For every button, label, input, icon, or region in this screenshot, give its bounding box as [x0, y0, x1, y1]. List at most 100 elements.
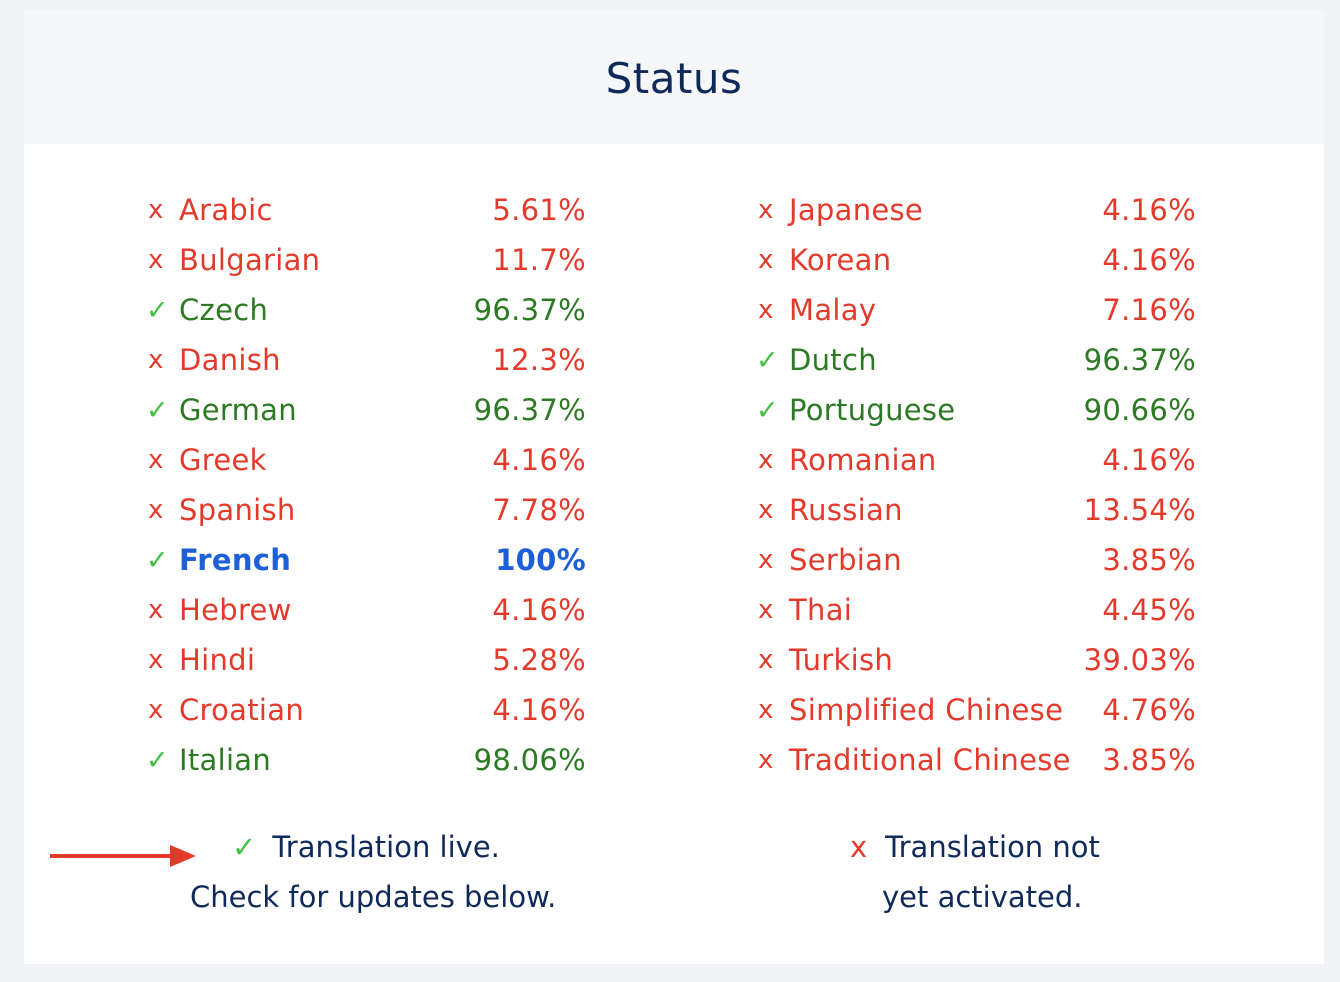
language-name: Traditional Chinese — [789, 743, 1071, 777]
language-percent: 3.85% — [1102, 543, 1196, 577]
legend-inactive-line1: x Translation not — [850, 830, 1100, 864]
language-percent: 5.28% — [492, 643, 586, 677]
language-percent: 7.16% — [1102, 293, 1196, 327]
language-name: Thai — [789, 593, 853, 627]
cross-icon: x — [758, 295, 774, 325]
language-percent: 12.3% — [492, 343, 586, 377]
language-row: x Hindi 5.28% — [146, 635, 586, 685]
language-row: x Japanese 4.16% — [756, 185, 1196, 235]
language-name: Spanish — [179, 493, 296, 527]
language-row: x Traditional Chinese 3.85% — [756, 735, 1196, 785]
cross-icon: x — [758, 645, 774, 675]
language-percent: 4.16% — [492, 443, 586, 477]
cross-icon: x — [148, 595, 164, 625]
legend-live-line1: ✓ Translation live. — [232, 830, 500, 864]
language-column-left: x Arabic 5.61% x Bulgarian 11.7% ✓ Czech 96.37% x… — [146, 185, 586, 785]
language-column-right: x Japanese 4.16% x Korean 4.16% x Malay 7.16% ✓ Du… — [756, 185, 1196, 785]
cross-icon: x — [148, 245, 164, 275]
language-row: x Thai 4.45% — [756, 585, 1196, 635]
language-percent: 98.06% — [473, 743, 586, 777]
language-row: x Bulgarian 11.7% — [146, 235, 586, 285]
cross-icon: x — [758, 445, 774, 475]
language-name: Portuguese — [789, 393, 956, 427]
language-percent: 4.76% — [1102, 693, 1196, 727]
language-row: ✓ French 100% — [146, 535, 586, 585]
language-percent: 4.16% — [492, 693, 586, 727]
language-percent: 4.16% — [1102, 443, 1196, 477]
language-percent: 90.66% — [1083, 393, 1196, 427]
cross-icon: x — [758, 595, 774, 625]
language-name: French — [179, 543, 292, 577]
language-row: ✓ Dutch 96.37% — [756, 335, 1196, 385]
language-percent: 96.37% — [473, 393, 586, 427]
language-row: x Danish 12.3% — [146, 335, 586, 385]
language-percent: 4.16% — [1102, 193, 1196, 227]
language-percent: 96.37% — [1083, 343, 1196, 377]
check-icon: ✓ — [756, 394, 779, 426]
language-name: Romanian — [789, 443, 937, 477]
cross-icon: x — [758, 495, 774, 525]
language-row: x Romanian 4.16% — [756, 435, 1196, 485]
language-name: Malay — [789, 293, 877, 327]
language-row: x Simplified Chinese 4.76% — [756, 685, 1196, 735]
language-name: Hindi — [179, 643, 256, 677]
language-percent: 3.85% — [1102, 743, 1196, 777]
language-name: Korean — [789, 243, 892, 277]
cross-icon: x — [758, 245, 774, 275]
cross-icon: x — [148, 195, 164, 225]
language-percent: 7.78% — [492, 493, 586, 527]
cross-icon: x — [148, 645, 164, 675]
cross-icon: x — [758, 545, 774, 575]
status-header: Status — [24, 10, 1324, 144]
language-name: Italian — [179, 743, 272, 777]
language-percent: 4.45% — [1102, 593, 1196, 627]
legend-live-text: Translation live. — [272, 830, 500, 864]
language-percent: 5.61% — [492, 193, 586, 227]
check-icon: ✓ — [146, 294, 169, 326]
check-icon: ✓ — [146, 744, 169, 776]
language-name: Japanese — [789, 193, 924, 227]
cross-icon: x — [850, 830, 868, 864]
language-row: ✓ Portuguese 90.66% — [756, 385, 1196, 435]
legend-inactive-line2: yet activated. — [882, 880, 1083, 914]
check-icon: ✓ — [756, 344, 779, 376]
language-name: Danish — [179, 343, 281, 377]
cross-icon: x — [148, 695, 164, 725]
language-name: Simplified Chinese — [789, 693, 1064, 727]
language-name: Bulgarian — [179, 243, 321, 277]
language-row: x Turkish 39.03% — [756, 635, 1196, 685]
check-icon: ✓ — [146, 544, 169, 576]
cross-icon: x — [148, 445, 164, 475]
language-row: x Spanish 7.78% — [146, 485, 586, 535]
language-row: x Korean 4.16% — [756, 235, 1196, 285]
language-percent: 96.37% — [473, 293, 586, 327]
status-card: Status x Arabic 5.61% x Bulgarian 11.7% ✓ Czech… — [24, 10, 1324, 964]
language-row: ✓ German 96.37% — [146, 385, 586, 435]
cross-icon: x — [758, 695, 774, 725]
language-name: Czech — [179, 293, 269, 327]
language-percent: 11.7% — [492, 243, 586, 277]
cross-icon: x — [758, 195, 774, 225]
page-title: Status — [605, 53, 743, 103]
language-name: Turkish — [789, 643, 894, 677]
language-row: x Arabic 5.61% — [146, 185, 586, 235]
language-name: Arabic — [179, 193, 273, 227]
language-name: German — [179, 393, 297, 427]
language-row: x Greek 4.16% — [146, 435, 586, 485]
language-row: x Croatian 4.16% — [146, 685, 586, 735]
language-name: Russian — [789, 493, 903, 527]
check-icon: ✓ — [146, 394, 169, 426]
language-percent: 13.54% — [1083, 493, 1196, 527]
language-percent: 4.16% — [492, 593, 586, 627]
language-row: x Malay 7.16% — [756, 285, 1196, 335]
cross-icon: x — [148, 345, 164, 375]
right-arrow-icon — [50, 845, 196, 867]
language-percent: 4.16% — [1102, 243, 1196, 277]
check-icon: ✓ — [232, 830, 257, 864]
language-name: Hebrew — [179, 593, 292, 627]
cross-icon: x — [148, 495, 164, 525]
language-row: ✓ Italian 98.06% — [146, 735, 586, 785]
language-name: Dutch — [789, 343, 877, 377]
legend-inactive-text: Translation not — [885, 830, 1100, 864]
language-percent: 39.03% — [1083, 643, 1196, 677]
